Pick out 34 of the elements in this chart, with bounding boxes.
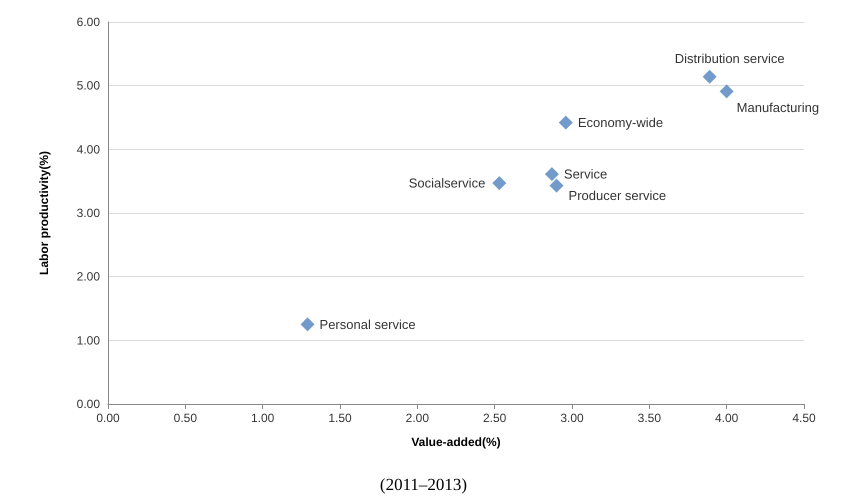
annotation: Producer service	[568, 188, 666, 204]
point	[544, 167, 559, 182]
y-tick-label: 1.00	[76, 333, 100, 348]
annotation: Economy-wide	[578, 115, 664, 130]
annotation: Personal service	[320, 316, 416, 332]
x-axis-title: Value-added(%)	[411, 435, 501, 449]
point	[300, 317, 315, 332]
annotation: Socialservice	[408, 176, 486, 191]
x-tick-label: 1.50	[328, 411, 352, 425]
x-tick-label: 0.00	[96, 411, 120, 425]
y-tick-label: 0.00	[76, 397, 100, 411]
annotation: Service	[564, 166, 608, 182]
x-tick-label: 1.00	[250, 411, 275, 425]
x-tick-label: 4.00	[714, 411, 739, 425]
x-tick-label: 3.00	[560, 411, 584, 425]
x-tick-label: 2.50	[482, 411, 507, 425]
y-tick-label: 2.00	[76, 270, 100, 284]
point	[558, 116, 573, 130]
y-axis-title: Labor productivity(%)	[37, 150, 51, 276]
y-tick-label: 5.00	[76, 78, 100, 93]
annotation: Distribution service	[674, 50, 785, 66]
point	[550, 178, 564, 193]
annotation: Manufacturing	[736, 100, 820, 115]
point	[720, 84, 734, 98]
text: (2011–2013)	[380, 475, 468, 494]
point	[702, 70, 717, 84]
y-tick-label: 6.00	[76, 15, 100, 29]
x-tick-label: 3.50	[638, 411, 662, 425]
x-tick-label: 0.50	[174, 411, 198, 425]
point	[492, 176, 506, 190]
x-tick-label: 4.50	[792, 411, 816, 425]
x-tick-label: 2.00	[406, 411, 430, 425]
y-tick-label: 3.00	[76, 206, 100, 220]
y-tick-label: 4.00	[76, 142, 100, 156]
